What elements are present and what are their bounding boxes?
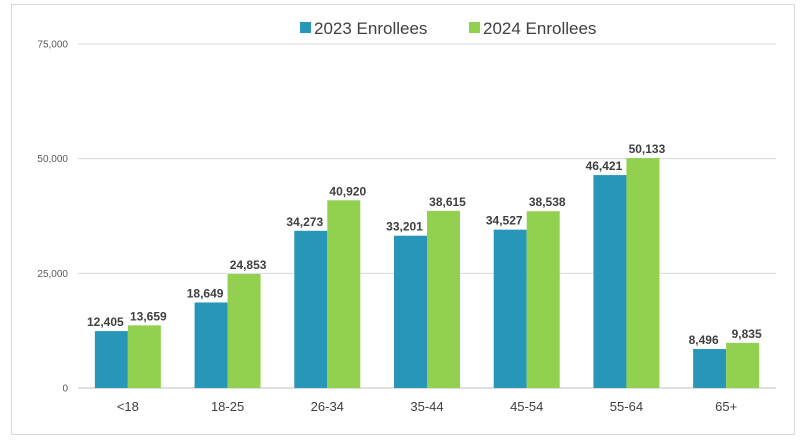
x-tick-label: 26-34 [311,399,344,414]
data-label: 13,659 [130,309,167,323]
bar [726,342,760,388]
bar [593,175,627,388]
data-label: 12,405 [87,315,124,329]
bar [227,274,261,388]
data-label: 40,920 [329,184,366,198]
bar [94,331,128,388]
x-tick-label: 45-54 [510,399,543,414]
y-tick-label: 50,000 [37,154,68,165]
bar [294,230,328,388]
chart-frame [11,4,795,435]
data-label: 18,649 [187,286,224,300]
y-tick-label: 0 [62,384,68,395]
bar [394,235,427,388]
bar [194,302,228,388]
data-label: 9,835 [732,327,762,341]
data-label: 8,496 [689,333,719,347]
data-label: 50,133 [629,142,666,156]
bar [493,229,527,388]
bar [626,158,660,388]
x-tick-label: <18 [117,399,139,414]
x-tick-label: 35-44 [410,399,443,414]
data-label: 24,853 [230,258,267,272]
legend-label: 2024 Enrollees [483,19,596,38]
legend-swatch [300,22,311,33]
data-label: 34,527 [486,214,523,228]
x-tick-label: 65+ [715,399,737,414]
bar [327,200,361,388]
y-tick-label: 25,000 [37,269,68,280]
bar [693,349,727,388]
bar [127,325,161,388]
data-label: 38,615 [429,195,466,209]
legend-label: 2023 Enrollees [314,19,427,38]
x-tick-label: 18-25 [211,399,244,414]
bar [427,210,460,388]
data-label: 33,201 [386,220,423,234]
data-label: 38,538 [529,195,566,209]
bar [526,211,560,388]
x-tick-label: 55-64 [610,399,643,414]
data-label: 46,421 [586,159,623,173]
y-tick-label: 75,000 [37,40,68,51]
data-label: 34,273 [286,215,323,229]
legend-swatch [469,22,480,33]
